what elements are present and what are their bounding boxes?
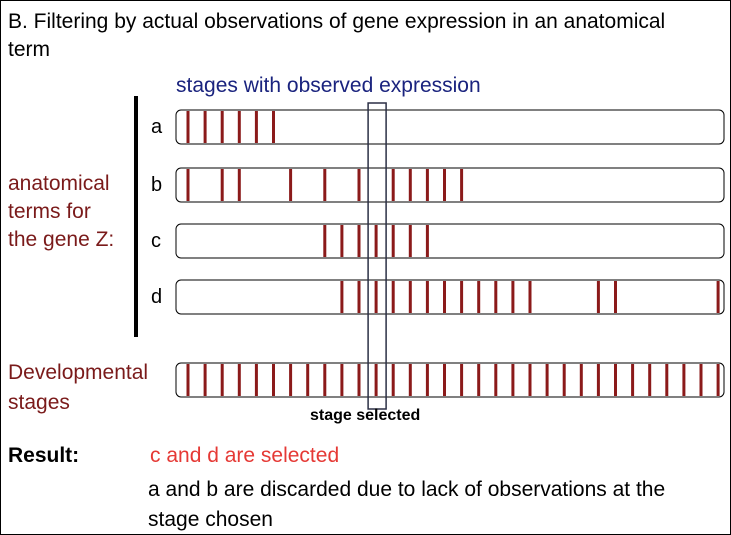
anatomical-terms-label: anatomical terms for the gene Z:: [8, 170, 114, 254]
result-label: Result:: [8, 444, 80, 467]
result-selected-text: c and d are selected: [150, 444, 340, 467]
row-letter-d: d: [151, 286, 163, 308]
terms-label-line: the gene Z:: [8, 228, 115, 251]
developmental-stages-label: Developmental stages: [8, 358, 148, 418]
stage-selected-label: stage selected: [310, 407, 421, 424]
row-letter-a: a: [151, 116, 163, 138]
result-discarded-text: a and b are discarded due to lack of obs…: [148, 478, 666, 531]
term-a-bar: [175, 109, 725, 145]
term-d-bar: [175, 279, 725, 315]
term-c-bar: [175, 223, 725, 259]
figure-title: B. Filtering by actual observations of g…: [8, 10, 666, 61]
terms-label-line: anatomical: [8, 172, 110, 195]
developmental-bar: [175, 362, 725, 398]
row-letter-c: c: [151, 230, 161, 252]
dev-label-line: Developmental: [8, 361, 149, 384]
row-letter-b: b: [151, 174, 163, 196]
term-b-bar: [175, 167, 725, 203]
terms-label-line: terms for: [8, 200, 91, 223]
selected-stage-box: [367, 102, 387, 410]
dev-label-line: stages: [8, 391, 70, 414]
stages-caption: stages with observed expression: [176, 74, 481, 97]
